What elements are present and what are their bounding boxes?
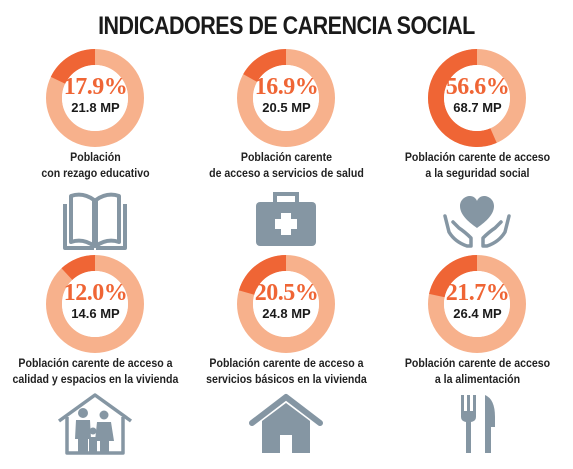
page-title: INDICADORES DE CARENCIA SOCIAL: [98, 12, 475, 40]
indicator-label: Población carente de acceso a servicios …: [191, 150, 381, 182]
indicator-label: Población carente de acceso a calidad y …: [0, 356, 190, 388]
label-line: servicios básicos en la vivienda: [206, 374, 367, 386]
book-icon: [63, 192, 127, 250]
donut-inner: [62, 271, 128, 337]
indicator-alimentacion: 21.7% 26.4 MP Población carente de acces…: [382, 254, 573, 469]
label-line: a la seguridad social: [425, 168, 530, 180]
donut-highlight-segment: [50, 49, 95, 84]
percent-label: 20.5%: [254, 280, 319, 306]
indicator-rezago-educativo: 17.9% 21.8 MP Población con rezago educa…: [0, 48, 191, 263]
count-label: 21.8 MP: [71, 100, 120, 115]
donut-chart: [237, 255, 335, 353]
donut-inner: [62, 65, 128, 131]
indicator-label: Población carente de acceso a la aliment…: [382, 356, 572, 388]
donut-highlight-segment: [429, 255, 477, 298]
count-label: 20.5 MP: [262, 100, 311, 115]
label-line: Población carente de acceso a: [209, 358, 364, 370]
hands-heart-icon: [443, 196, 511, 248]
percent-label: 21.7%: [445, 280, 510, 306]
donut-chart: [428, 255, 526, 353]
label-line: Población carente: [240, 152, 333, 164]
count-label: 14.6 MP: [71, 306, 120, 321]
donut-highlight-segment: [61, 255, 95, 280]
indicator-seguridad-social: 56.6% 68.7 MP Población carente de acces…: [382, 48, 573, 263]
donut-inner: [253, 65, 319, 131]
donut-chart: [46, 49, 144, 147]
count-label: 24.8 MP: [262, 306, 311, 321]
fork-knife-icon: [461, 395, 495, 453]
label-line: de acceso a servicios de salud: [209, 168, 364, 180]
label-line: con rezago educativo: [41, 168, 150, 180]
house-icon: [249, 394, 323, 453]
count-label: 68.7 MP: [453, 100, 502, 115]
percent-label: 17.9%: [63, 74, 128, 100]
percent-label: 56.6%: [445, 74, 510, 100]
count-label: 26.4 MP: [453, 306, 502, 321]
indicator-label: Población carente de acceso a la segurid…: [382, 150, 572, 182]
donut-highlight-segment: [427, 49, 497, 147]
indicator-servicios-basicos: 20.5% 24.8 MP Población carente de acces…: [191, 254, 382, 469]
label-line: calidad y espacios en la vivienda: [12, 374, 179, 386]
indicator-calidad-vivienda: 12.0% 14.6 MP Población carente de acces…: [0, 254, 191, 469]
donut-highlight-segment: [238, 255, 286, 295]
label-line: Población carente de acceso: [404, 152, 551, 164]
donut-inner: [444, 65, 510, 131]
indicator-label: Población con rezago educativo: [0, 150, 190, 182]
label-line: Población: [70, 152, 121, 164]
donut-inner: [444, 271, 510, 337]
indicator-label: Población carente de acceso a servicios …: [191, 356, 381, 388]
indicator-servicios-salud: 16.9% 20.5 MP Población carente de acces…: [191, 48, 382, 263]
donut-chart: [237, 49, 335, 147]
family-house-icon: [57, 393, 133, 455]
label-line: Población carente de acceso a: [18, 358, 173, 370]
percent-label: 12.0%: [63, 280, 128, 306]
donut-inner: [253, 271, 319, 337]
first-aid-kit-icon: [256, 192, 316, 246]
label-line: a la alimentación: [434, 374, 521, 386]
donut-highlight-segment: [243, 49, 286, 82]
donut-chart: [427, 49, 526, 147]
donut-chart: [46, 255, 144, 353]
percent-label: 16.9%: [254, 74, 319, 100]
label-line: Población carente de acceso: [404, 358, 551, 370]
